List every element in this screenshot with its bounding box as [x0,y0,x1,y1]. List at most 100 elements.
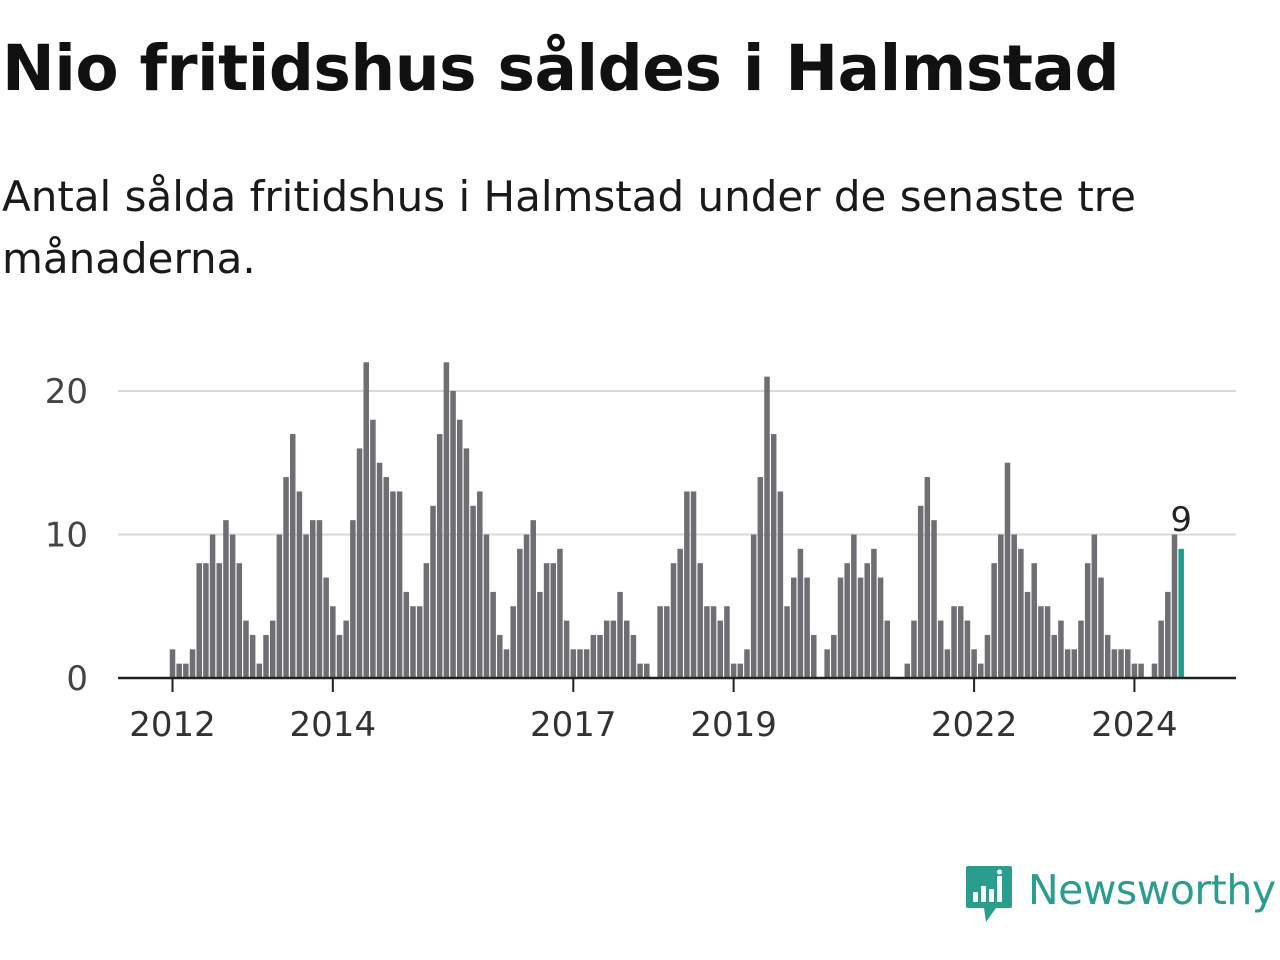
bar [557,548,563,678]
bar [1031,563,1037,678]
x-tick-label: 2022 [931,705,1018,745]
bar [1165,591,1171,678]
bar [597,634,603,678]
bar [396,491,403,678]
bar [1078,620,1084,678]
bar [276,534,283,678]
bar [978,663,984,678]
bar [1124,649,1131,678]
bar [1051,634,1058,678]
bar [697,563,703,678]
bar [403,591,410,678]
bar [690,491,697,678]
bar [183,663,189,678]
bar [811,634,817,678]
bar [757,477,764,678]
bar [216,563,223,678]
bar [330,606,336,678]
bar [1151,663,1158,678]
bar [1064,649,1071,678]
bar [804,577,810,678]
chart-title: Nio fritidshus såldes i Halmstad [2,32,1120,105]
bar [1104,634,1111,678]
bar [350,520,356,678]
x-tick-label: 2019 [690,705,777,745]
bar [871,548,877,678]
bar [710,606,717,678]
newsworthy-logo: Newsworthy [964,864,1276,924]
bar [310,520,316,678]
bar [998,534,1004,678]
bar [503,649,510,678]
bar [336,634,343,678]
bar [644,663,650,678]
bar [510,606,516,678]
bar [356,448,363,678]
bar [750,534,757,678]
x-tick-label: 2017 [530,705,617,745]
bar [316,520,323,678]
bar [169,649,176,678]
bar [957,606,964,678]
bar [603,620,610,678]
bar [1091,534,1098,678]
bar [1138,663,1144,678]
bar [289,434,296,678]
bar [1058,620,1064,678]
bar [664,606,670,678]
bar [1118,649,1124,678]
bar [269,620,276,678]
bar [410,606,416,678]
bar [223,520,229,678]
bar [530,520,536,678]
bar [931,520,937,678]
bar [784,606,790,678]
bar [764,376,770,678]
bar [390,491,396,678]
bar [1024,591,1031,678]
bar [463,448,470,678]
bar [1171,534,1178,678]
bar [196,563,202,678]
bar [563,620,570,678]
bar [583,649,590,678]
x-tick-label: 2024 [1091,705,1178,745]
bar [964,620,971,678]
bar [590,634,597,678]
bar [477,491,483,678]
bar [610,620,617,678]
bar [637,663,643,678]
bar [497,634,503,678]
bar [1038,606,1044,678]
bar [296,491,303,678]
bar [884,620,891,678]
bar [857,577,864,678]
bar [517,548,523,678]
bar [724,606,730,678]
bar [844,563,850,678]
bar [984,634,991,678]
bar [717,620,724,678]
bar [470,505,476,678]
bar [1011,534,1017,678]
bar [189,649,196,678]
bar [630,634,637,678]
bar [777,491,784,678]
bar [911,620,917,678]
bar [877,577,884,678]
bar [343,620,349,678]
bar [924,477,931,678]
bar [917,505,924,678]
bar [617,591,623,678]
bar [229,534,236,678]
bar [824,649,830,678]
bar [1131,663,1138,678]
bar [1111,649,1118,678]
bar [416,606,423,678]
bar [443,362,450,678]
x-tick-label: 2014 [290,705,377,745]
bar [670,563,677,678]
bar [790,577,797,678]
bar-highlight [1178,548,1184,678]
bar [831,634,837,678]
